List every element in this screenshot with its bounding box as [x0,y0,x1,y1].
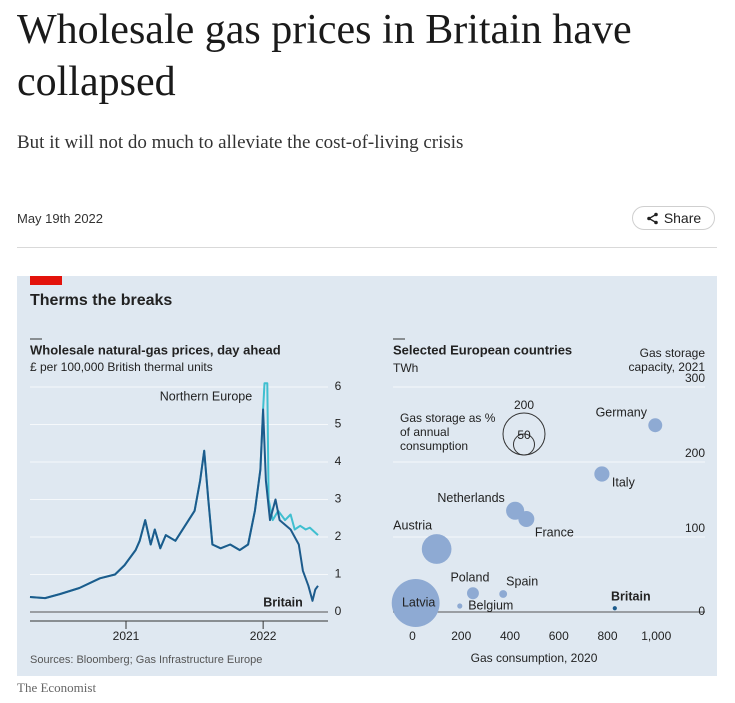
standfirst: But it will not do much to alleviate the… [17,132,464,153]
x-tick-label: 0 [409,629,416,643]
line-series [29,408,319,602]
y-tick-label: 5 [335,417,342,431]
x-tick-label: 400 [500,629,520,643]
y-tick-label: 0 [335,604,342,618]
y-tick-label: 300 [685,371,705,385]
point-label: Netherlands [437,491,504,505]
point-label: Poland [450,571,489,585]
x-tick-label: 800 [597,629,617,643]
bubble [499,590,508,598]
size-legend-label: 200 [514,398,534,412]
bubble [457,603,463,609]
size-legend-title: Gas storage as % of annual consumption [400,411,496,453]
point-label: France [535,525,574,539]
x-tick-label: 1,000 [641,629,671,643]
x-tick-label: 200 [451,629,471,643]
y-tick-label: 6 [335,379,342,393]
point-label: Spain [506,574,538,588]
chart-subtitle: TWh [393,361,418,375]
size-legend-label: 50 [517,428,531,442]
point-label: Latvia [402,595,435,609]
share-label[interactable]: Share [663,210,702,226]
divider [17,247,717,248]
x-axis-title: Gas consumption, 2020 [471,651,598,665]
point-label: Germany [596,406,648,420]
share-icon [647,212,658,224]
y-tick-label: 100 [685,521,705,535]
bubble [421,534,452,564]
chart-title: Wholesale natural-gas prices, day ahead [30,342,281,357]
bubble [648,418,663,433]
source: Sources: Bloomberg; Gas Infrastructure E… [30,654,262,666]
x-tick-label: 600 [549,629,569,643]
y-tick-label: 1 [335,567,342,581]
y-tick-label: 4 [335,454,342,468]
y-tick-label: 200 [685,446,705,460]
bubble [518,511,535,527]
brand: The Economist [17,680,97,695]
date: May 19th 2022 [17,211,104,226]
y-tick-label: 3 [335,492,342,506]
y-tick-label: 2 [335,529,342,543]
chart-title: Selected European countries [393,342,572,357]
chart-subtitle: £ per 100,000 British thermal units [30,360,213,374]
point-label: Britain [611,590,651,604]
bubble [594,466,610,482]
x-tick-label: 2022 [250,629,277,643]
point-label: Belgium [468,598,513,612]
bubble [467,587,479,600]
point-label: Italy [612,475,636,489]
point-label: Austria [393,518,432,532]
x-tick-label: 2021 [113,629,140,643]
share-button[interactable]: Share [632,206,715,230]
series-label: Britain [263,595,303,609]
size-legend-circle [513,433,535,456]
headline: Wholesale gas prices in Britain have col… [17,7,632,105]
bubble [391,579,440,627]
y-axis-title: Gas storage capacity, 2021 [628,346,706,374]
y-tick-label: 0 [698,604,705,618]
series-label: Northern Europe [160,389,252,403]
bubble [612,606,617,611]
panel-title: Therms the breaks [30,292,172,309]
red-tag [30,276,62,285]
